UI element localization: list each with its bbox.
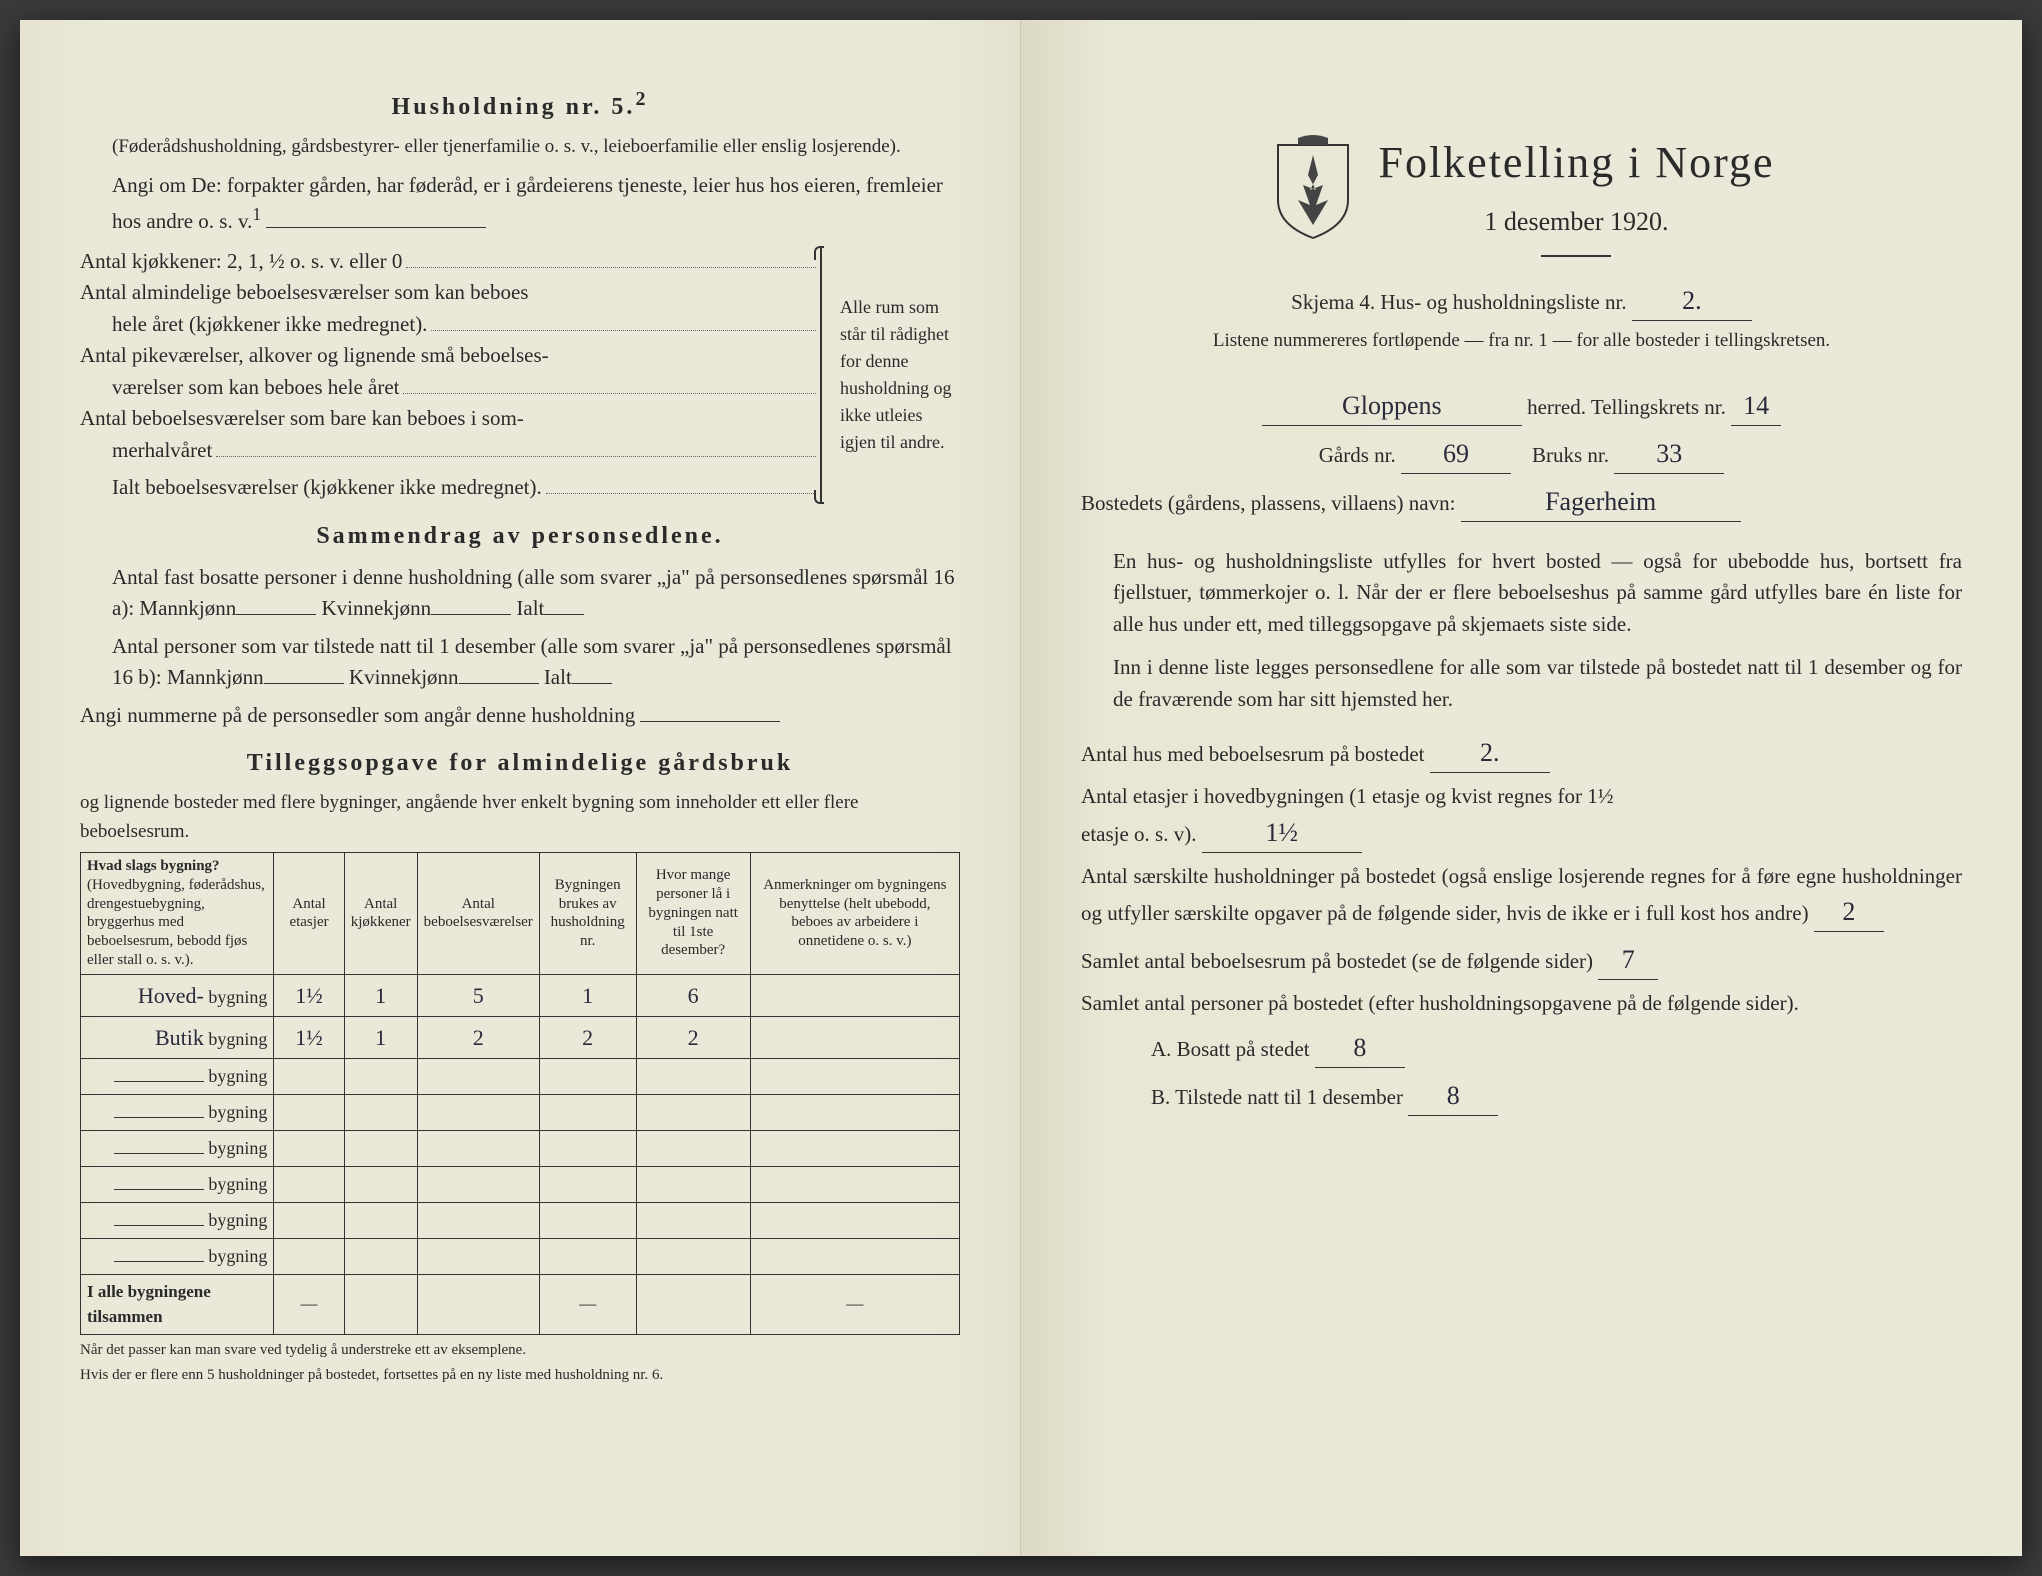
- herred-line: Gloppens herred. Tellingskrets nr. 14: [1081, 386, 1962, 426]
- table-row: bygning: [81, 1166, 960, 1202]
- para-2: Inn i denne liste legges personsedlene f…: [1113, 652, 1962, 715]
- para-1: En hus- og husholdningsliste utfylles fo…: [1113, 546, 1962, 641]
- sammendrag-title: Sammendrag av personsedlene.: [80, 518, 960, 554]
- household-title: Husholdning nr. 5.2: [80, 84, 960, 125]
- sammen-p1: Antal fast bosatte personer i denne hush…: [112, 562, 960, 625]
- table-row: Hoved- bygning 1½ 1 5 1 6: [81, 974, 960, 1016]
- table-row: bygning: [81, 1058, 960, 1094]
- tillegg-title: Tilleggsopgave for almindelige gårdsbruk: [80, 745, 960, 781]
- footnote-1: Når det passer kan man svare ved tydelig…: [80, 1341, 960, 1361]
- table-row: bygning: [81, 1130, 960, 1166]
- household-note: (Føderådshusholdning, gårdsbestyrer- ell…: [112, 133, 960, 162]
- q1-line: Antal hus med beboelsesrum på bostedet 2…: [1081, 733, 1962, 773]
- gards-line: Gårds nr. 69 Bruks nr. 33: [1081, 434, 1962, 474]
- table-total-row: I alle bygningene tilsammen — — —: [81, 1274, 960, 1334]
- q5-line: Samlet antal personer på bostedet (efter…: [1081, 988, 1962, 1020]
- left-page: Husholdning nr. 5.2 (Føderådshusholdning…: [20, 20, 1021, 1556]
- brace-note: Alle rum som står til rådighet for denne…: [820, 246, 960, 504]
- bygning-table: Hvad slags bygning? (Hovedbygning, føder…: [80, 852, 960, 1335]
- bosted-line: Bostedets (gårdens, plassens, villaens) …: [1081, 482, 1962, 522]
- qB-line: B. Tilstede natt til 1 desember 8: [1151, 1076, 1962, 1116]
- table-row: Butik bygning 1½ 1 2 2 2: [81, 1016, 960, 1058]
- angi-intro: Angi om De: forpakter gården, har føderå…: [112, 170, 960, 238]
- listene-note: Listene nummereres fortløpende — fra nr.…: [1081, 327, 1962, 356]
- q2-line: Antal etasjer i hovedbygningen (1 etasje…: [1081, 781, 1962, 853]
- sammen-p2: Antal personer som var tilstede natt til…: [112, 631, 960, 694]
- census-date: 1 desember 1920.: [1378, 202, 1774, 241]
- tillegg-sub: og lignende bosteder med flere bygninger…: [80, 789, 960, 846]
- right-page: Folketelling i Norge 1 desember 1920. Sk…: [1021, 20, 2022, 1556]
- footnote-2: Hvis der er flere enn 5 husholdninger på…: [80, 1366, 960, 1386]
- q3-line: Antal særskilte husholdninger på bostede…: [1081, 861, 1962, 933]
- crest-icon: [1268, 130, 1358, 240]
- q4-line: Samlet antal beboelsesrum på bostedet (s…: [1081, 940, 1962, 980]
- qA-line: A. Bosatt på stedet 8: [1151, 1028, 1962, 1068]
- rooms-block: Antal kjøkkener: 2, 1, ½ o. s. v. eller …: [80, 246, 960, 504]
- table-row: bygning: [81, 1202, 960, 1238]
- document-spread: Husholdning nr. 5.2 (Føderådshusholdning…: [20, 20, 2022, 1556]
- angi-nummer: Angi nummerne på de personsedler som ang…: [80, 700, 960, 732]
- right-header: Folketelling i Norge 1 desember 1920.: [1081, 130, 1962, 271]
- main-title: Folketelling i Norge: [1378, 130, 1774, 196]
- table-row: bygning: [81, 1238, 960, 1274]
- skjema-line: Skjema 4. Hus- og husholdningsliste nr. …: [1081, 281, 1962, 321]
- table-row: bygning: [81, 1094, 960, 1130]
